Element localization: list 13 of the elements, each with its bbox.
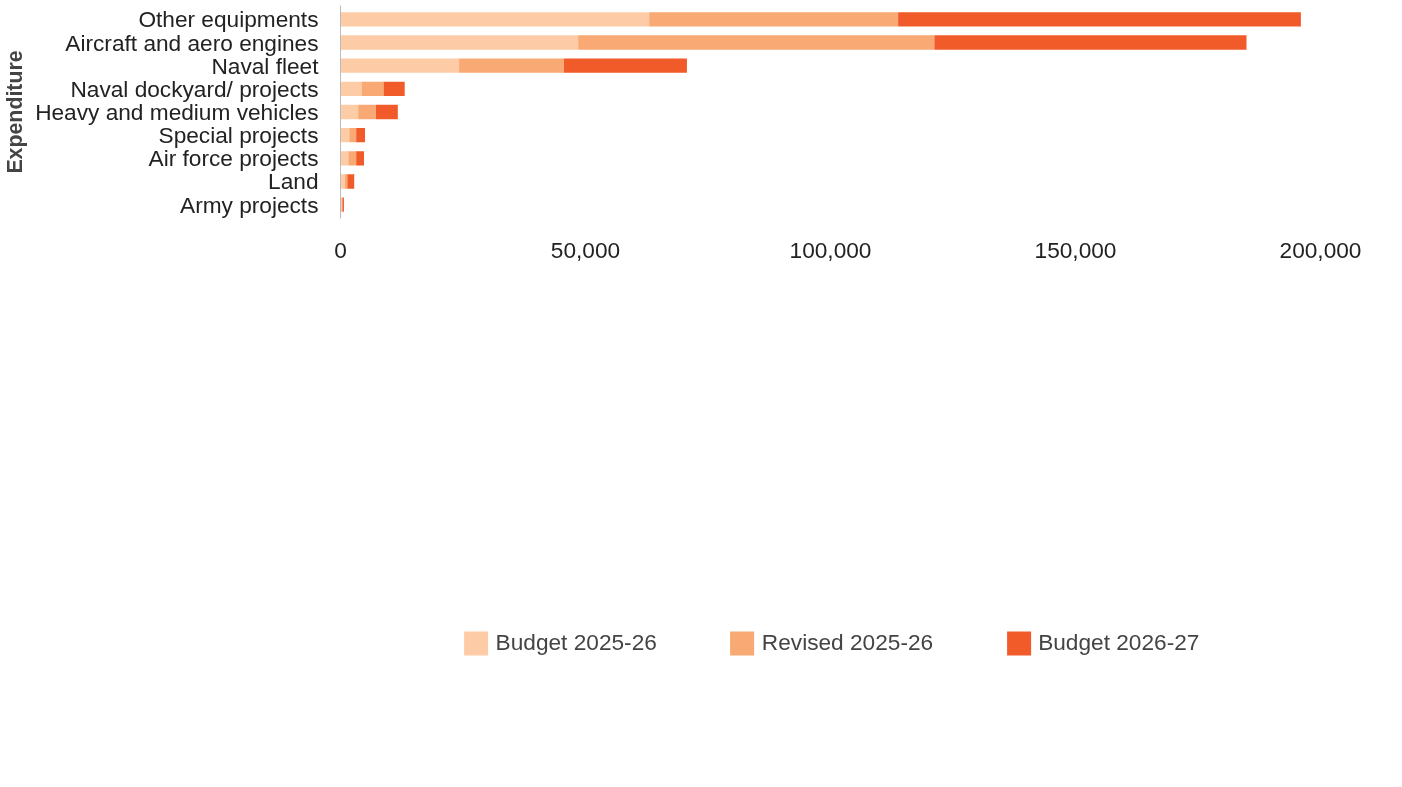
y-tick-label: Other equipments (138, 6, 319, 33)
x-tick-label: 150,000 (1034, 236, 1117, 263)
legend-label: Revised 2025-26 (761, 629, 934, 656)
y-tick-label: Naval dockyard/ projects (70, 75, 319, 102)
x-tick-label: 0 (334, 236, 347, 263)
y-axis-title: Expenditure (3, 50, 28, 174)
y-tick-label: Special projects (158, 122, 319, 149)
legend-label: Budget 2025-26 (495, 629, 657, 656)
x-tick-label: 100,000 (789, 236, 872, 263)
y-tick-label: Army projects (180, 191, 319, 218)
x-tick-label: 200,000 (1279, 236, 1362, 263)
legend-label: Budget 2026-27 (1038, 629, 1200, 656)
x-tick-label: 50,000 (550, 236, 621, 263)
